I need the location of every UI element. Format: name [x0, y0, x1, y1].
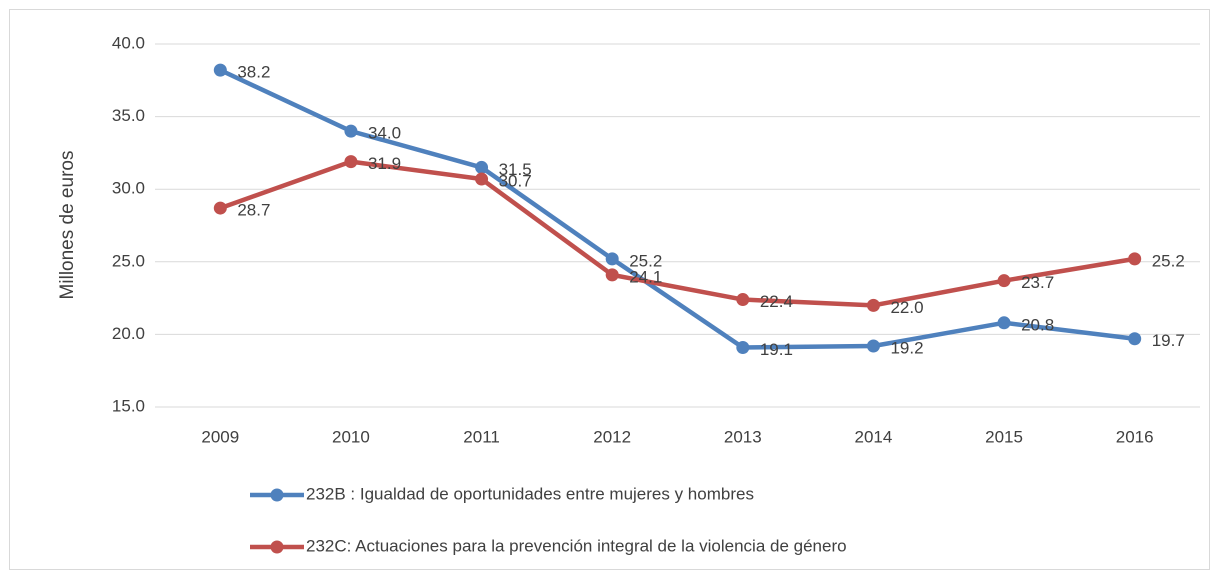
data-label: 30.7: [499, 172, 532, 191]
data-point: [1128, 252, 1142, 266]
x-tick-label: 2016: [1116, 427, 1154, 446]
data-label: 34.0: [368, 124, 401, 143]
data-point: [475, 160, 489, 174]
x-tick-label: 2011: [463, 427, 500, 446]
data-label: 20.8: [1021, 315, 1054, 334]
data-label: 31.9: [368, 154, 401, 173]
x-tick-label: 2014: [855, 427, 893, 446]
data-label: 22.4: [760, 292, 793, 311]
data-label: 24.1: [629, 267, 662, 286]
data-label: 23.7: [1021, 273, 1054, 292]
x-tick-label: 2015: [985, 427, 1023, 446]
x-tick-label: 2012: [593, 427, 631, 446]
data-label: 19.2: [890, 339, 923, 358]
data-label: 22.0: [890, 298, 923, 317]
data-label: 38.2: [237, 63, 270, 82]
y-tick-label: 15.0: [112, 396, 145, 415]
data-point: [605, 268, 619, 282]
data-point: [736, 340, 750, 354]
data-point: [213, 201, 227, 215]
data-point: [736, 293, 750, 307]
legend-marker: [270, 488, 284, 502]
x-tick-label: 2009: [201, 427, 239, 446]
data-point: [344, 155, 358, 169]
data-point: [344, 124, 358, 138]
x-tick-label: 2013: [724, 427, 762, 446]
series-line: [219, 68, 1135, 350]
data-point: [866, 298, 880, 312]
data-label: 19.7: [1152, 331, 1185, 350]
data-point: [866, 339, 880, 353]
legend-label: 232B : Igualdad de oportunidades entre m…: [306, 484, 754, 503]
data-label: 25.2: [629, 251, 662, 270]
data-label: 31.5: [499, 160, 532, 179]
data-point: [605, 252, 619, 266]
data-label: 19.1: [760, 340, 793, 359]
y-tick-label: 20.0: [112, 324, 145, 343]
data-point: [213, 63, 227, 77]
y-tick-label: 30.0: [112, 179, 145, 198]
data-label: 28.7: [237, 201, 270, 220]
y-tick-label: 40.0: [112, 33, 145, 52]
y-tick-label: 35.0: [112, 106, 145, 125]
data-label: 25.2: [1152, 251, 1185, 270]
y-tick-label: 25.0: [112, 251, 145, 270]
data-point: [997, 274, 1011, 288]
legend-marker: [270, 540, 284, 554]
y-axis-label: Millones de euros: [57, 151, 78, 300]
series-line: [219, 159, 1136, 308]
x-tick-label: 2010: [332, 427, 370, 446]
data-point: [997, 316, 1011, 330]
data-point: [1128, 332, 1142, 346]
chart-frame: [9, 9, 1210, 570]
data-point: [475, 172, 489, 186]
legend-label: 232C: Actuaciones para la prevención int…: [306, 536, 847, 555]
